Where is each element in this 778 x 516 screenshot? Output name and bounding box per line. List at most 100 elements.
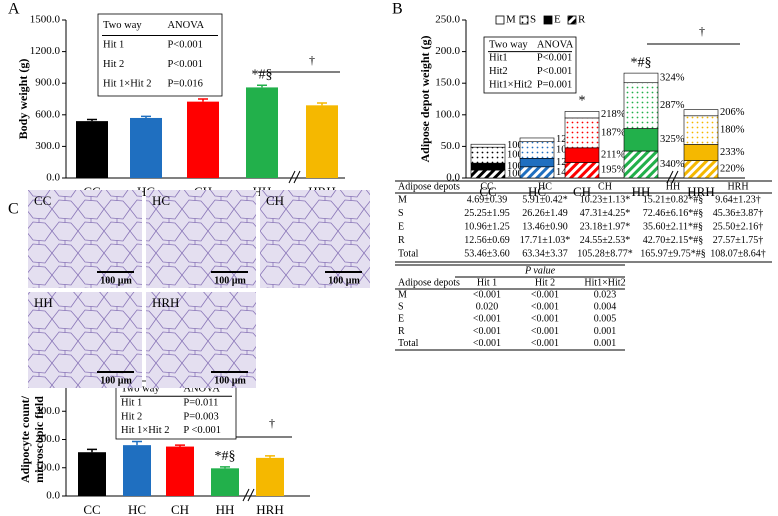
- table-cell: 53.46±3.60: [464, 248, 510, 259]
- y-tick-label: 300.0: [35, 140, 60, 152]
- table-cell: 26.26±1.49: [522, 208, 568, 219]
- percent-label: 211%: [601, 150, 625, 161]
- anova-cell: P=0.016: [167, 79, 202, 90]
- legend-swatch: [543, 15, 553, 25]
- micrograph-label: CH: [266, 193, 284, 208]
- table-cell: 63.34±3.37: [522, 248, 568, 259]
- bracket-label: †: [269, 416, 275, 430]
- anova-cell: Hit 1×Hit 2: [103, 79, 152, 90]
- table-header: HH: [666, 181, 680, 192]
- bar-segment: [519, 166, 555, 179]
- bar-segment: [683, 115, 719, 145]
- percent-label: 206%: [720, 107, 745, 118]
- significance-mark: *#§: [631, 55, 652, 70]
- table-cell: 0.020: [476, 301, 499, 312]
- y-tick-label: 0.0: [46, 490, 60, 502]
- significance-mark: *: [579, 94, 586, 109]
- table-cell: <0.001: [473, 338, 501, 349]
- panel-label: B: [392, 1, 403, 18]
- table-cell: 0.005: [594, 314, 617, 325]
- table-cell: 0.001: [594, 338, 617, 349]
- legend-label: R: [578, 14, 586, 26]
- x-tick-label: HC: [528, 184, 546, 199]
- bar-segment: [683, 144, 719, 161]
- x-tick-label: CC: [479, 184, 496, 199]
- table-cell: <0.001: [531, 314, 559, 325]
- percent-label: 220%: [720, 164, 745, 175]
- error-bar: [220, 466, 230, 469]
- y-tick-label: 150.0: [435, 77, 460, 89]
- table-cell: 165.97±9.75*#§: [640, 248, 706, 259]
- bar: [306, 105, 338, 178]
- y-tick-label: 250.0: [435, 14, 460, 26]
- error-bar: [87, 448, 97, 453]
- anova-box: [97, 13, 223, 97]
- micrograph-label: HC: [152, 193, 170, 208]
- table-header: Hit1×Hit2: [584, 277, 625, 288]
- anova-cell: P=0.003: [183, 411, 218, 422]
- anova-cell: P <0.001: [183, 425, 221, 436]
- anova-cell: Two way: [489, 39, 528, 50]
- percent-label: 180%: [720, 125, 745, 136]
- legend-label: E: [554, 14, 561, 26]
- micrograph-label: HH: [34, 295, 53, 310]
- table-header: HC: [538, 181, 552, 192]
- anova-cell: ANOVA: [537, 39, 574, 50]
- bar-segment: [564, 162, 600, 179]
- x-tick-label: CH: [171, 502, 189, 516]
- error-bar: [198, 98, 208, 102]
- percent-label: 100%: [507, 140, 532, 151]
- table-cell: 72.46±6.16*#§: [643, 208, 704, 219]
- y-axis-label: Body weight (g): [16, 59, 30, 140]
- percent-label: 233%: [720, 147, 745, 158]
- anova-cell: Hit 2: [103, 59, 124, 70]
- y-axis-label: Adipose depot weight (g): [418, 35, 432, 162]
- table-cell: <0.001: [531, 301, 559, 312]
- table-cell: 17.71±1.03*: [520, 235, 571, 246]
- anova-cell: Hit 1×Hit 2: [121, 425, 170, 436]
- table-cell: 15.21±0.82*#§: [643, 194, 704, 205]
- table-cell: <0.001: [531, 289, 559, 300]
- x-tick-label: HC: [128, 502, 146, 516]
- table-header: CH: [598, 181, 612, 192]
- table-cell: 13.46±0.90: [522, 221, 568, 232]
- table-cell: 12.56±0.69: [464, 235, 510, 246]
- scale-label: 100 µm: [214, 275, 246, 286]
- bar-segment: [564, 147, 600, 163]
- bar: [130, 117, 162, 178]
- percent-label: 218%: [601, 109, 626, 120]
- bar: [211, 468, 239, 496]
- table-cell: M: [398, 194, 407, 205]
- table-cell: 0.001: [594, 326, 617, 337]
- anova-cell: ANOVA: [167, 20, 204, 31]
- table-cell: 0.004: [594, 301, 617, 312]
- y-tick-label: 200.0: [35, 433, 60, 445]
- error-bar: [141, 115, 151, 118]
- anova-cell: Hit 2: [121, 411, 142, 422]
- legend-label: M: [506, 14, 516, 26]
- table-header: Adipose depots: [398, 277, 460, 288]
- y-tick-label: 300.0: [35, 405, 60, 417]
- legend-swatch: [519, 15, 529, 25]
- bar-segment: [623, 150, 659, 179]
- anova-cell: P<0.001: [537, 66, 572, 77]
- percent-label: 100%: [507, 161, 532, 172]
- anova-cell: P<0.001: [537, 53, 572, 64]
- percent-label: 100%: [507, 168, 532, 179]
- table-cell: 5.91±0.42*: [522, 194, 568, 205]
- table-cell: M: [398, 289, 407, 300]
- bar: [166, 446, 194, 496]
- error-bar: [317, 102, 327, 106]
- error-bar: [132, 440, 142, 446]
- micrograph-label: HRH: [152, 295, 179, 310]
- bar-segment: [519, 137, 555, 143]
- bar: [123, 445, 151, 496]
- legend-swatch: [567, 15, 577, 25]
- legend-label: S: [530, 14, 536, 26]
- error-bar: [175, 444, 185, 447]
- anova-cell: Hit2: [489, 66, 508, 77]
- bracket-label: †: [699, 24, 705, 38]
- axis-break: [242, 488, 255, 502]
